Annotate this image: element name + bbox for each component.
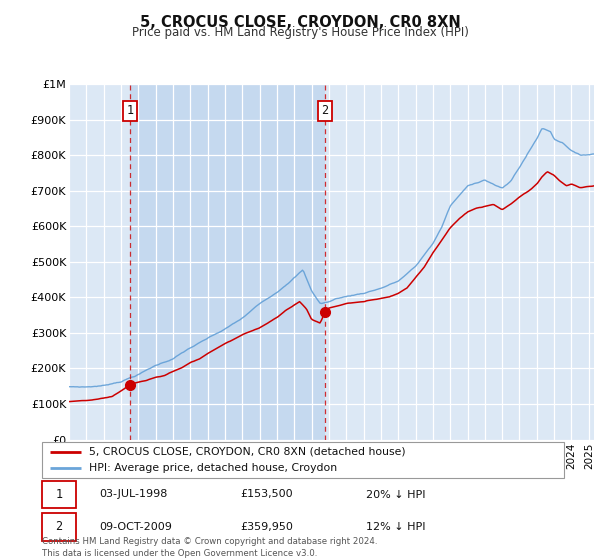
Text: 2: 2 (55, 520, 62, 534)
Text: HPI: Average price, detached house, Croydon: HPI: Average price, detached house, Croy… (89, 463, 337, 473)
Text: Price paid vs. HM Land Registry's House Price Index (HPI): Price paid vs. HM Land Registry's House … (131, 26, 469, 39)
Text: 03-JUL-1998: 03-JUL-1998 (100, 489, 168, 500)
Bar (130, 84, 325, 440)
Text: 1: 1 (127, 104, 134, 117)
FancyBboxPatch shape (42, 481, 76, 508)
Text: 12% ↓ HPI: 12% ↓ HPI (365, 522, 425, 532)
Text: 5, CROCUS CLOSE, CROYDON, CR0 8XN: 5, CROCUS CLOSE, CROYDON, CR0 8XN (140, 15, 460, 30)
Text: 1: 1 (55, 488, 62, 501)
FancyBboxPatch shape (42, 442, 564, 478)
Text: Contains HM Land Registry data © Crown copyright and database right 2024.
This d: Contains HM Land Registry data © Crown c… (42, 537, 377, 558)
FancyBboxPatch shape (42, 514, 76, 540)
Text: 5, CROCUS CLOSE, CROYDON, CR0 8XN (detached house): 5, CROCUS CLOSE, CROYDON, CR0 8XN (detac… (89, 447, 406, 457)
Text: 20% ↓ HPI: 20% ↓ HPI (365, 489, 425, 500)
Text: £359,950: £359,950 (241, 522, 293, 532)
Text: £153,500: £153,500 (241, 489, 293, 500)
Text: 09-OCT-2009: 09-OCT-2009 (100, 522, 172, 532)
Text: 2: 2 (322, 104, 328, 117)
